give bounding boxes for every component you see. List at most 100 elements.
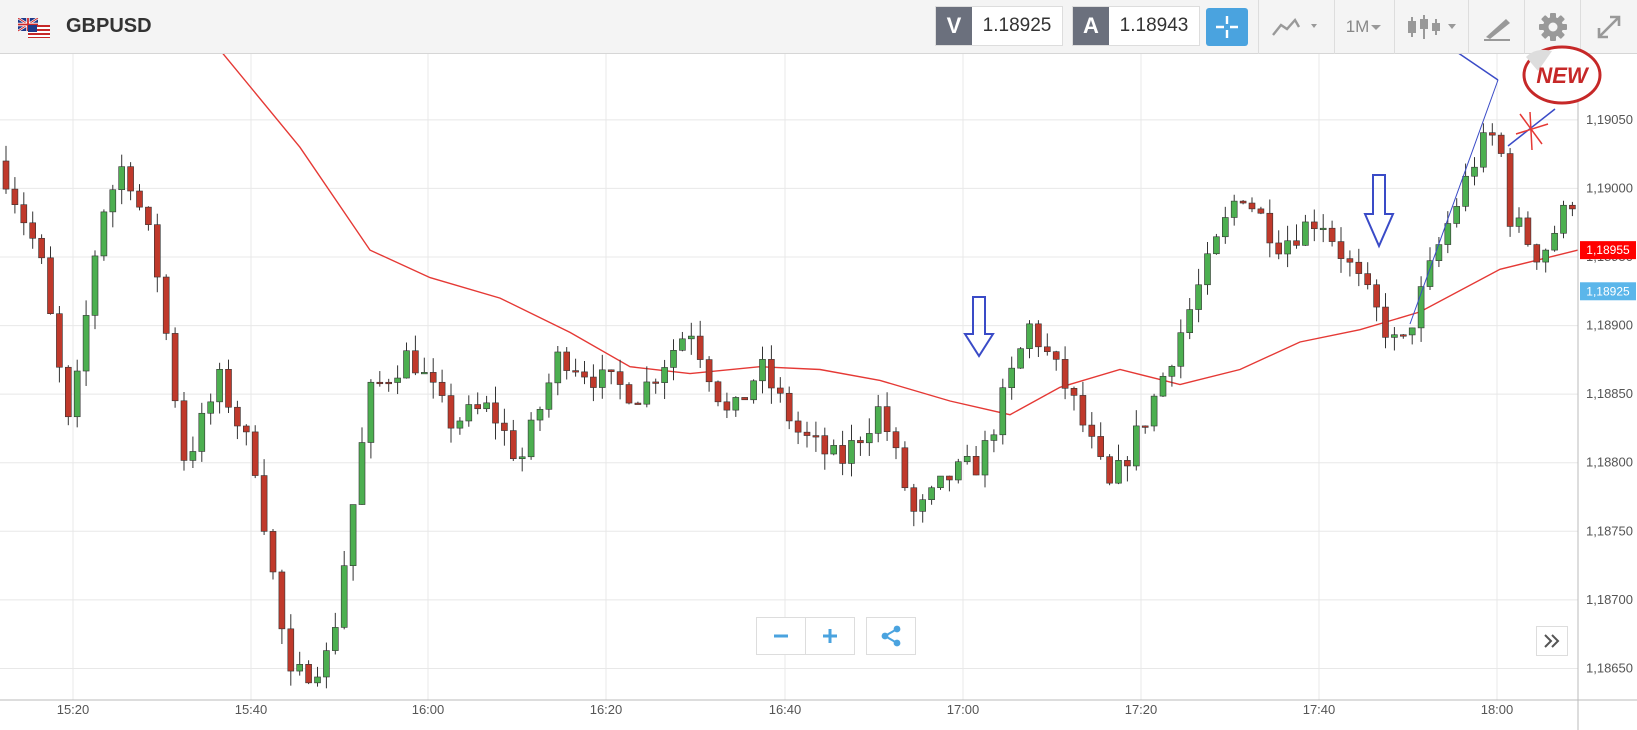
candle-body bbox=[1373, 284, 1380, 308]
price-chart[interactable]: 1,190501,190001,189501,189001,188501,188… bbox=[0, 54, 1637, 730]
candle-body bbox=[1275, 242, 1282, 255]
candle-body bbox=[1257, 208, 1265, 214]
x-tick-label: 15:20 bbox=[57, 702, 90, 717]
candle-body bbox=[776, 387, 784, 394]
candle-body bbox=[946, 475, 953, 481]
candle-body bbox=[857, 440, 864, 444]
candle-body bbox=[1426, 260, 1434, 287]
candle-body bbox=[536, 409, 544, 421]
candle-body bbox=[634, 402, 642, 405]
candle-body bbox=[1551, 232, 1558, 251]
candle-body bbox=[1408, 327, 1416, 336]
candle-body bbox=[394, 377, 401, 383]
double-chevron-right-icon bbox=[1544, 634, 1560, 648]
candle-body bbox=[296, 664, 304, 672]
candle-body bbox=[1035, 323, 1042, 348]
candle-body bbox=[999, 387, 1007, 436]
timeframe-dropdown[interactable]: 1M bbox=[1334, 0, 1394, 54]
candle-body bbox=[1115, 460, 1122, 484]
sell-price-box[interactable]: V 1.18925 bbox=[935, 6, 1063, 46]
candle-body bbox=[1222, 217, 1229, 238]
candle-body bbox=[198, 412, 206, 452]
x-tick-label: 17:40 bbox=[1303, 702, 1336, 717]
candle-body bbox=[269, 531, 277, 573]
gb-us-flag-icon bbox=[18, 18, 50, 38]
candle-body bbox=[1168, 365, 1176, 377]
instrument-symbol: GBPUSD bbox=[66, 15, 152, 37]
candle-body bbox=[1230, 200, 1238, 218]
candle-body bbox=[865, 433, 873, 444]
trend-line bbox=[1409, 79, 1499, 325]
new-badge-text: NEW bbox=[1536, 63, 1590, 88]
candle-body bbox=[545, 382, 553, 410]
candle-body bbox=[1186, 309, 1193, 334]
candle-body bbox=[47, 257, 54, 314]
candle-body bbox=[679, 338, 686, 351]
candle-body bbox=[687, 335, 695, 340]
candle-body bbox=[349, 504, 357, 566]
candle-body bbox=[1453, 206, 1460, 224]
x-tick-label: 18:00 bbox=[1481, 702, 1514, 717]
candle-body bbox=[287, 628, 295, 672]
candle-body bbox=[937, 475, 944, 489]
x-tick-label: 16:20 bbox=[590, 702, 623, 717]
candle-body bbox=[412, 350, 419, 374]
candle-body bbox=[625, 384, 633, 404]
scroll-to-latest-button[interactable] bbox=[1536, 626, 1568, 656]
candle-body bbox=[358, 442, 366, 505]
share-button[interactable] bbox=[866, 617, 916, 655]
candle-body bbox=[1471, 166, 1478, 177]
y-tick-label: 1,18850 bbox=[1586, 386, 1633, 401]
candle-body bbox=[483, 402, 490, 410]
candle-body bbox=[1106, 456, 1113, 484]
timeframe-label: 1M bbox=[1345, 17, 1370, 36]
candle-body bbox=[1195, 284, 1202, 310]
candle-body bbox=[1177, 332, 1185, 367]
candle-body bbox=[1311, 221, 1318, 230]
candle-body bbox=[1515, 217, 1523, 227]
candle-body bbox=[367, 381, 375, 443]
candle-body bbox=[1524, 217, 1532, 245]
indicators-button[interactable] bbox=[1258, 0, 1334, 54]
candle-body bbox=[189, 451, 197, 461]
candle-body bbox=[643, 381, 651, 405]
candle-body bbox=[1133, 425, 1140, 467]
candle-body bbox=[492, 402, 499, 424]
fullscreen-button[interactable] bbox=[1580, 0, 1637, 54]
y-tick-label: 1,19050 bbox=[1586, 112, 1633, 127]
crosshair-button[interactable] bbox=[1206, 8, 1248, 46]
cross-mark-annotation bbox=[1515, 111, 1549, 151]
candle-body bbox=[251, 431, 259, 476]
candle-body bbox=[1569, 204, 1576, 210]
settings-button[interactable] bbox=[1524, 0, 1580, 54]
candle-body bbox=[616, 371, 624, 385]
candle-body bbox=[1159, 375, 1167, 397]
zoom-in-button[interactable] bbox=[805, 617, 855, 655]
chart-type-dropdown[interactable] bbox=[1394, 0, 1468, 54]
candle-body bbox=[1266, 212, 1274, 244]
candle-body bbox=[1444, 223, 1452, 245]
zoom-out-button[interactable] bbox=[756, 617, 806, 655]
candle-body bbox=[732, 397, 740, 411]
candle-body bbox=[260, 475, 268, 532]
candle-body bbox=[741, 397, 749, 401]
crosshair-icon bbox=[1216, 16, 1238, 38]
candle-body bbox=[1382, 306, 1389, 338]
y-tick-label: 1,19000 bbox=[1586, 180, 1633, 195]
candle-body bbox=[1213, 236, 1220, 255]
candle-body bbox=[2, 160, 10, 190]
buy-price-box[interactable]: A 1.18943 bbox=[1072, 6, 1200, 46]
buy-price: 1.18943 bbox=[1119, 15, 1189, 36]
candle-body bbox=[1061, 359, 1069, 389]
drawing-tools-button[interactable] bbox=[1468, 0, 1524, 54]
candle-body bbox=[1052, 351, 1060, 360]
candle-body bbox=[1400, 334, 1407, 337]
candle-body bbox=[554, 351, 562, 384]
y-tick-label: 1,18750 bbox=[1586, 523, 1633, 538]
candle-body bbox=[1435, 244, 1443, 261]
candle-body bbox=[20, 204, 28, 224]
candle-body bbox=[180, 400, 188, 461]
candle-body bbox=[598, 369, 606, 388]
candle-body bbox=[1284, 240, 1291, 255]
candle-body bbox=[759, 359, 766, 382]
